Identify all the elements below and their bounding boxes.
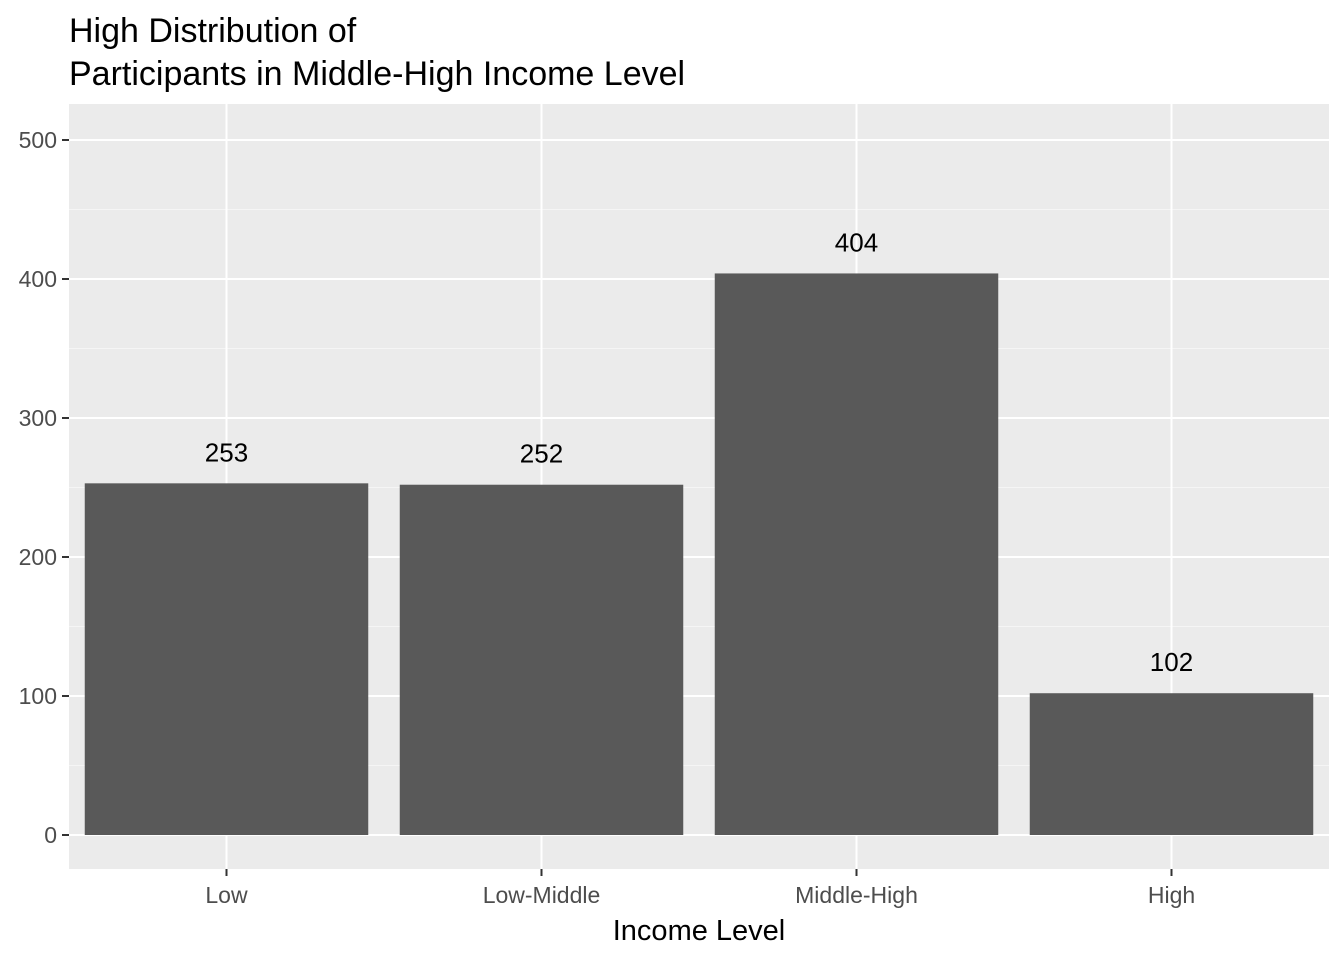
y-tick-label: 500 (19, 127, 57, 153)
x-tick-label: High (1148, 882, 1195, 908)
x-axis-title: Income Level (613, 915, 786, 947)
bar-low-middle (399, 484, 684, 835)
y-tick-label: 200 (19, 544, 57, 570)
x-tick-label: Low-Middle (483, 882, 601, 908)
chart-title-line-1: High Distribution of (69, 12, 357, 50)
x-tick-label: Low (205, 882, 248, 908)
y-tick-label: 0 (44, 822, 57, 848)
bar-low (84, 483, 369, 835)
y-tick-label: 300 (19, 405, 57, 431)
bar-high (1029, 693, 1314, 835)
data-label: 253 (205, 437, 248, 467)
data-label: 252 (520, 439, 563, 469)
data-label: 404 (835, 227, 878, 257)
y-tick-label: 100 (19, 683, 57, 709)
chart-title-line-2: Participants in Middle-High Income Level (69, 55, 686, 93)
data-label: 102 (1150, 647, 1193, 677)
x-tick-label: Middle-High (795, 882, 918, 908)
y-tick-label: 400 (19, 266, 57, 292)
bar-middle-high (714, 273, 999, 835)
chart-title: High Distribution of Participants in Mid… (69, 10, 685, 96)
